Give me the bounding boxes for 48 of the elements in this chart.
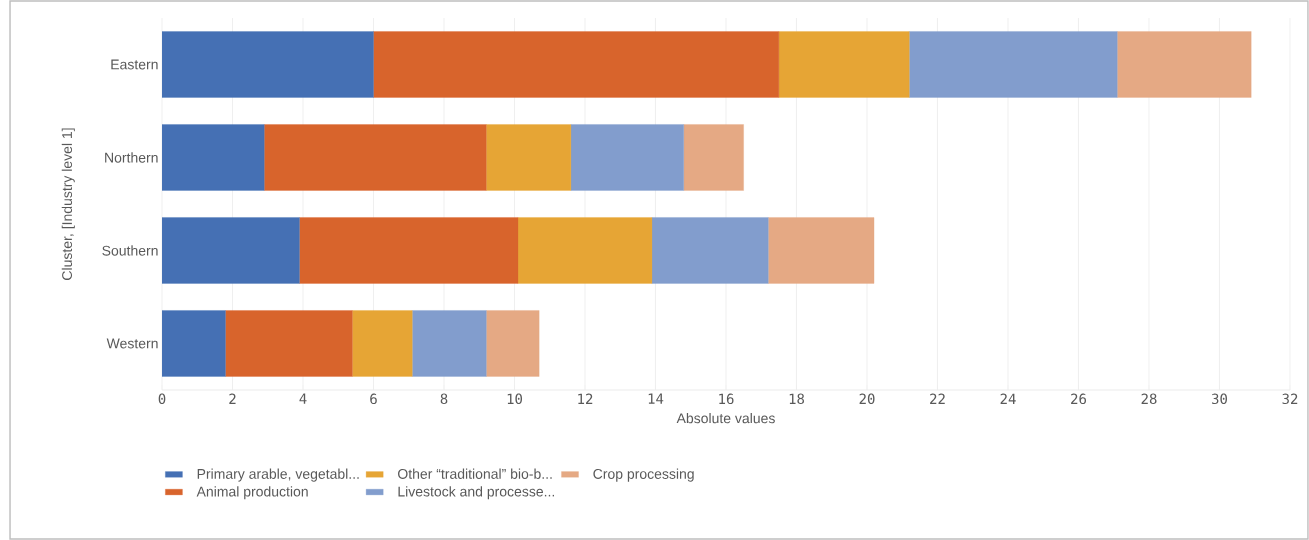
- bar: [486, 310, 540, 377]
- bar: [909, 31, 1118, 98]
- x-tick-label: 6: [370, 393, 377, 405]
- y-tick-label: Northern: [105, 152, 158, 163]
- bar: [683, 124, 744, 191]
- legend-label: Livestock and processe...: [398, 486, 555, 500]
- bar: [162, 31, 374, 98]
- legend-label: Crop processing: [593, 468, 694, 482]
- x-tick-label: 2: [229, 393, 236, 404]
- x-tick-label: 4: [299, 393, 307, 404]
- bar: [352, 310, 413, 377]
- y-tick-label: Eastern: [111, 59, 158, 70]
- bar: [517, 217, 653, 284]
- x-tick-label: 8: [440, 393, 448, 405]
- bar: [162, 124, 265, 191]
- bar: [264, 124, 487, 191]
- bar: [162, 310, 226, 377]
- bar: [778, 31, 910, 98]
- x-tick-label: 24: [1000, 393, 1016, 404]
- bar: [299, 217, 519, 284]
- legend-label: Animal production: [196, 486, 308, 500]
- legend-label: Other “traditional” bio-b...: [398, 468, 552, 479]
- bar: [412, 310, 487, 377]
- x-tick-label: 22: [930, 393, 945, 404]
- x-tick-label: 10: [507, 393, 523, 405]
- x-tick-label: 18: [789, 393, 805, 405]
- legend-label: Primary arable, vegetabl...: [197, 468, 359, 482]
- bar: [1117, 31, 1252, 98]
- x-tick-label: 26: [1071, 393, 1087, 405]
- bar: [768, 217, 875, 284]
- x-tick-label: 20: [859, 393, 875, 405]
- x-tick-label: 16: [719, 393, 734, 405]
- bar: [570, 124, 684, 191]
- bar: [225, 310, 353, 377]
- bar: [162, 217, 300, 284]
- y-axis-title: Cluster, [Industry level 1]: [61, 128, 75, 280]
- y-tick-label: Southern: [102, 245, 158, 256]
- x-tick-label: 14: [648, 393, 664, 404]
- bar: [373, 31, 780, 98]
- x-tick-label: 0: [158, 393, 166, 405]
- x-tick-label: 32: [1282, 393, 1298, 405]
- bar: [486, 124, 572, 191]
- x-tick-label: 28: [1141, 393, 1157, 405]
- x-tick-label: 12: [578, 393, 593, 404]
- y-tick-label: Western: [106, 338, 158, 349]
- x-tick-label: 30: [1211, 393, 1228, 405]
- x-axis-title: Absolute values: [676, 412, 775, 424]
- bar: [651, 217, 769, 284]
